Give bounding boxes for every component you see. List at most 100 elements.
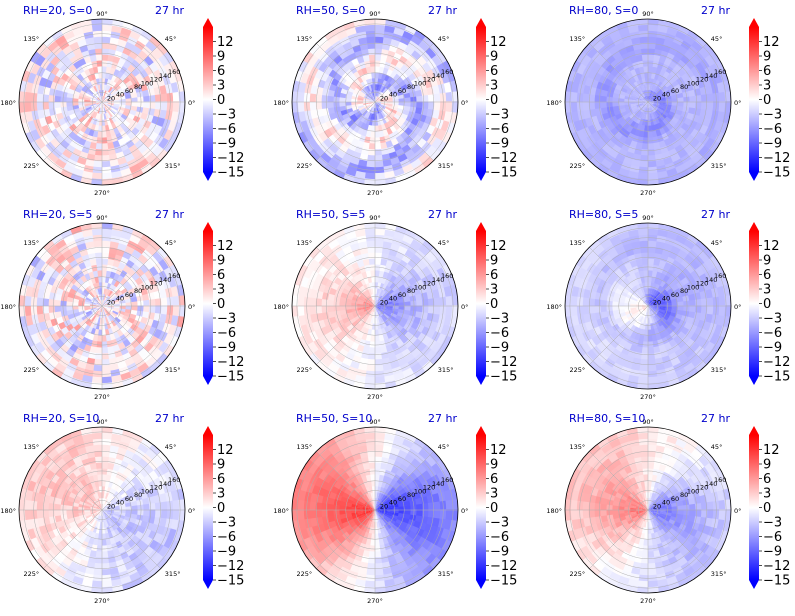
heatmap-cell — [309, 297, 316, 306]
colorbar-tick-label: −12 — [763, 355, 790, 370]
heatmap-cell — [96, 551, 103, 558]
heatmap-cell — [339, 97, 346, 102]
colorbar-extend-min — [203, 376, 213, 385]
heatmap-cell — [161, 101, 168, 110]
radial-tick-label: 160 — [441, 272, 453, 280]
colorbar-tick-label: −9 — [217, 137, 236, 152]
heatmap-cell — [24, 296, 31, 307]
heatmap-cell — [173, 305, 180, 316]
heatmap-cell — [648, 66, 653, 73]
colorbar-tick-label: −15 — [490, 166, 517, 181]
panel-time-label: 27 hr — [428, 208, 457, 221]
radial-tick-label: 60 — [671, 87, 679, 95]
heatmap-cell — [91, 432, 102, 439]
heatmap-cell — [445, 91, 452, 102]
heatmap-cell — [374, 48, 382, 55]
heatmap-cell — [54, 300, 61, 307]
heatmap-cell — [600, 96, 607, 103]
colorbar-tick-label: 0 — [490, 297, 498, 312]
heatmap-cell — [422, 305, 429, 313]
angle-tick-label: 180° — [546, 303, 562, 311]
heatmap-cell — [364, 24, 375, 31]
colorbar-tick-label: 0 — [217, 93, 225, 108]
heatmap-cell — [689, 102, 696, 109]
heatmap-cell — [48, 95, 55, 103]
heatmap-cell — [434, 101, 441, 110]
heatmap-cell — [404, 102, 411, 107]
heatmap-cell — [321, 95, 328, 103]
colorbar-body — [749, 231, 759, 376]
radial-tick-label: 20 — [653, 298, 661, 306]
heatmap-cell — [647, 48, 655, 55]
colorbar-body — [476, 231, 486, 376]
heatmap-cell — [327, 96, 334, 103]
heatmap-cell — [364, 228, 375, 235]
colorbar-tick-label: −6 — [763, 122, 782, 137]
heatmap-cell — [327, 300, 334, 307]
heatmap-cell — [24, 102, 31, 113]
colorbar-tick-label: 6 — [490, 268, 498, 283]
heatmap-cell — [648, 172, 659, 179]
radial-tick-label: 40 — [662, 295, 670, 303]
panel-time-label: 27 hr — [155, 208, 184, 221]
heatmap-cell — [102, 54, 109, 61]
heatmap-cell — [321, 299, 328, 307]
heatmap-cell — [695, 101, 702, 109]
colorbar-tick-label: −6 — [490, 122, 509, 137]
heatmap-cell — [366, 365, 375, 372]
heatmap-cell — [143, 510, 150, 517]
heatmap-cell — [369, 143, 376, 150]
colorbar-tick-label: −3 — [490, 108, 509, 123]
heatmap-cell — [639, 161, 648, 168]
angle-tick-label: 180° — [273, 99, 289, 107]
colorbar-tick-label: 3 — [763, 79, 771, 94]
heatmap-cell — [131, 306, 138, 311]
colorbar-tick-label: −9 — [763, 137, 782, 152]
radial-tick-label: 20 — [653, 94, 661, 102]
radial-tick-label: 160 — [168, 272, 180, 280]
heatmap-cell — [173, 101, 180, 112]
heatmap-cell — [297, 92, 304, 103]
colorbar-tick-label: −3 — [763, 108, 782, 123]
heatmap-cell — [594, 95, 601, 103]
radial-tick-label: 160 — [441, 68, 453, 76]
angle-tick-label: 225° — [297, 162, 313, 170]
panel-title: RH=80, S=5 — [569, 208, 638, 221]
angle-tick-label: 315° — [165, 162, 181, 170]
angle-tick-label: 225° — [570, 366, 586, 374]
heatmap-cell — [172, 295, 179, 306]
angle-tick-label: 45° — [165, 239, 177, 247]
colorbar-tick-label: 3 — [217, 283, 225, 298]
colorbar-tick-label: 9 — [490, 50, 498, 65]
colorbar-tick-label: −15 — [763, 370, 790, 385]
radial-tick-label: 40 — [662, 91, 670, 99]
colorbar-tick-label: −6 — [763, 326, 782, 341]
radial-tick-label: 40 — [389, 295, 397, 303]
radial-tick-label: 160 — [714, 68, 726, 76]
heatmap-cell — [172, 499, 179, 510]
colorbar-tick-label: 3 — [217, 79, 225, 94]
heatmap-cell — [368, 149, 376, 156]
heatmap-cell — [297, 306, 304, 317]
heatmap-cell — [375, 258, 382, 265]
heatmap-cell — [101, 456, 109, 463]
angle-tick-label: 315° — [711, 162, 727, 170]
heatmap-cell — [143, 306, 150, 313]
colorbar-tick-label: 9 — [763, 254, 771, 269]
heatmap-cell — [91, 228, 102, 235]
heatmap-cell — [612, 301, 619, 306]
angle-tick-label: 90° — [642, 10, 654, 18]
heatmap-cell — [297, 296, 304, 307]
heatmap-cell — [101, 240, 110, 247]
heatmap-cell — [366, 161, 375, 168]
heatmap-cell — [404, 306, 411, 311]
colorbar-tick-label: −3 — [217, 312, 236, 327]
heatmap-cell — [374, 36, 383, 43]
